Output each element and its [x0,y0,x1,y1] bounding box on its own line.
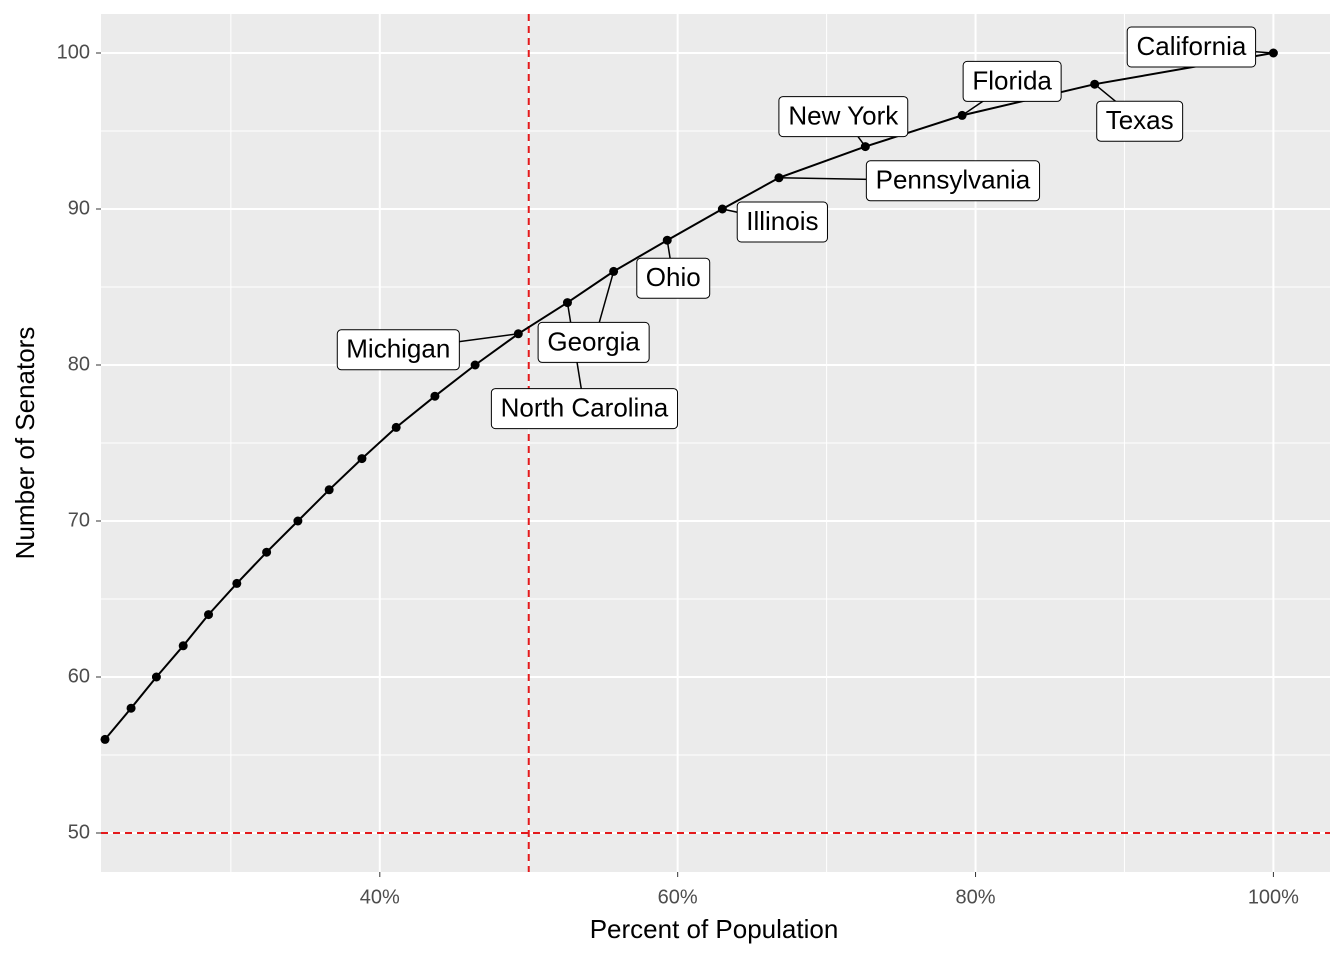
label-box [865,160,1041,202]
point-label: North Carolina [490,302,679,430]
point [391,422,401,432]
point-label: Illinois [722,201,828,243]
label-text: California [1136,31,1246,61]
label-box [537,321,650,363]
point [178,641,188,651]
label-text: Florida [972,65,1052,95]
label-box [1126,26,1257,68]
x-tick-label: 100% [1248,886,1299,908]
x-tick-label: 60% [658,886,698,908]
y-axis-title: Number of Senators [10,327,40,560]
point [293,516,303,526]
point [357,454,367,464]
label-box [962,60,1062,102]
point-label: Florida [961,60,1062,117]
point-label: Texas [1094,83,1184,142]
label-text: Texas [1106,105,1174,135]
point [262,547,272,557]
point-label: Michigan [336,329,519,371]
x-axis-title: Percent of Population [590,914,839,944]
point [151,672,161,682]
point-label: California [1126,26,1274,68]
label-box [636,257,711,299]
label-text: New York [788,100,899,130]
label-text: North Carolina [501,392,669,422]
label-text: Michigan [346,334,450,364]
y-tick-label: 80 [68,353,90,375]
label-text: Pennsylvania [876,165,1031,195]
point [204,610,214,620]
point-label: Georgia [537,271,650,363]
y-tick-label: 70 [68,509,90,531]
label-text: Georgia [547,326,640,356]
label-text: Illinois [746,206,818,236]
point [100,734,110,744]
point [232,578,242,588]
label-text: Ohio [646,262,701,292]
label-box [490,388,679,430]
label-box [336,329,460,371]
point [430,391,440,401]
y-tick-label: 100 [57,41,90,63]
point [470,360,480,370]
x-tick-label: 80% [956,886,996,908]
point-label: New York [778,96,909,148]
point [126,703,136,713]
label-box [778,96,909,138]
label-box [736,201,828,243]
y-tick-label: 90 [68,197,90,219]
label-box [1096,100,1184,142]
point-label: Ohio [636,240,711,299]
point-label: Pennsylvania [778,160,1041,202]
x-tick-label: 40% [360,886,400,908]
y-tick-label: 50 [68,821,90,843]
point [324,485,334,495]
y-tick-label: 60 [68,665,90,687]
